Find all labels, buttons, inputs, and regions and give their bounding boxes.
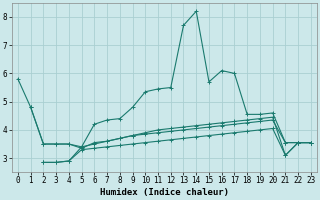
X-axis label: Humidex (Indice chaleur): Humidex (Indice chaleur)	[100, 188, 229, 197]
